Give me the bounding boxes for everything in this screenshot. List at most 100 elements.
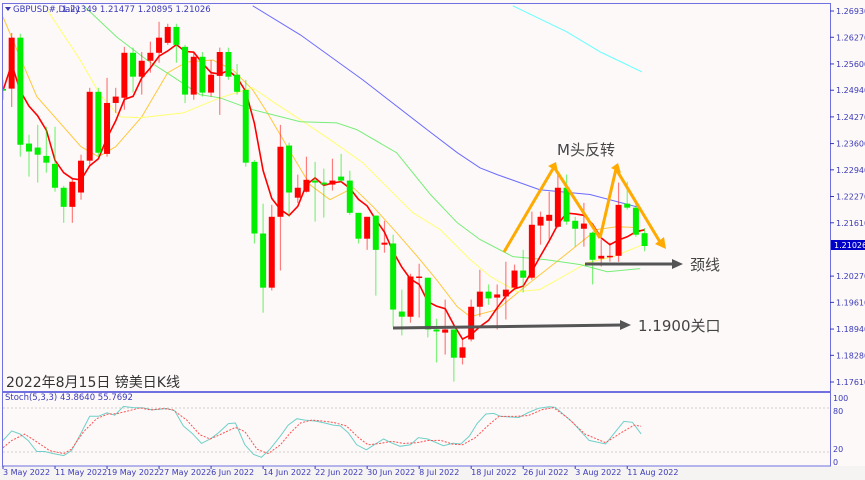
candle-body: [69, 181, 76, 207]
candle-body: [494, 294, 501, 298]
candle: [598, 239, 605, 267]
candle-body: [528, 224, 535, 278]
candle-body: [615, 204, 622, 256]
candle: [632, 202, 639, 237]
candle-body: [641, 233, 648, 247]
candle: [190, 52, 197, 100]
candle-body: [338, 176, 345, 181]
candle: [225, 47, 232, 80]
current-price-box: [831, 240, 865, 250]
candle-body: [476, 291, 483, 307]
candle: [52, 126, 59, 192]
candle: [138, 52, 145, 95]
candle: [268, 204, 275, 291]
date-tick-label: 18 Jul 2022: [471, 468, 516, 477]
candle: [381, 220, 388, 253]
price-tick-label: 1.24270: [836, 113, 865, 122]
candle: [242, 79, 249, 167]
candle-body: [485, 291, 492, 299]
candle-body: [511, 270, 518, 288]
price-tick-label: 1.22270: [836, 193, 865, 202]
candle: [130, 47, 137, 93]
stoch-lines: [2, 405, 642, 458]
candle: [364, 216, 371, 250]
candle-body: [381, 242, 388, 245]
candle: [104, 77, 111, 157]
candle: [589, 231, 596, 285]
candle: [563, 174, 570, 225]
candle: [606, 242, 613, 262]
candle: [303, 156, 310, 193]
level-label: 1.1900关口: [638, 317, 721, 335]
candle: [338, 153, 345, 183]
candle: [511, 264, 518, 290]
candle-body: [3, 89, 6, 91]
pattern-label: M头反转: [557, 141, 615, 159]
candle-body: [424, 277, 431, 330]
date-tick-label: 22 Jun 2022: [315, 468, 363, 477]
candle-body: [312, 180, 319, 183]
candle-body: [43, 155, 50, 163]
candle-body: [502, 289, 509, 297]
candle-body: [598, 255, 605, 259]
date-tick-label: 11 Aug 2022: [627, 468, 678, 477]
date-tick-label: 26 Jul 2022: [523, 468, 568, 477]
chart-caption: 2022年8月15日 镑美日K线: [6, 375, 180, 391]
candle: [3, 79, 6, 100]
stoch-header: Stoch(5,3,3) 43.8640 55.7692: [5, 393, 133, 403]
candle-body: [138, 60, 145, 77]
moving-average-line: [512, 5, 643, 73]
candle: [641, 228, 648, 252]
candle-body: [95, 91, 102, 153]
candle: [251, 159, 258, 244]
neckline-arrowhead: [672, 259, 683, 269]
candle: [580, 202, 587, 247]
candle-body: [442, 329, 449, 333]
candle-body: [173, 26, 180, 45]
candle-body: [251, 161, 258, 234]
symbol-label: GBPUSD#,Daily: [13, 5, 80, 15]
date-tick-label: 3 Aug 2022: [575, 468, 621, 477]
candle-body: [52, 163, 59, 188]
price-tick-label: 1.26270: [836, 33, 865, 42]
candle-body: [554, 187, 561, 227]
price-tick-label: 1.23600: [836, 140, 865, 149]
candle-body: [216, 52, 223, 76]
candle: [86, 87, 93, 165]
date-tick-label: 6 Jun 2022: [211, 468, 254, 477]
candle: [8, 32, 15, 107]
price-tick-label: 1.17610: [836, 378, 865, 387]
candle: [468, 299, 475, 342]
stoch-axis: 100 80 20 0: [833, 394, 848, 467]
stoch-tick-label: 80: [833, 407, 843, 416]
candle-body: [86, 91, 93, 161]
price-panel: [3, 4, 648, 382]
candle: [494, 284, 501, 330]
candle-body: [268, 216, 275, 288]
candle-body: [580, 223, 587, 229]
candle-body: [355, 212, 362, 239]
candle-body: [546, 214, 553, 221]
candle-body: [121, 52, 128, 98]
candle: [112, 87, 119, 113]
candle-body: [26, 143, 33, 152]
candle: [78, 154, 85, 200]
candle: [260, 203, 267, 313]
candle-body: [364, 216, 371, 239]
moving-average-line: [3, 16, 637, 318]
candle: [216, 47, 223, 115]
price-tick-label: 1.21610: [836, 219, 865, 228]
moving-average-line: [46, 9, 643, 293]
candle-body: [147, 52, 154, 61]
collapse-triangle-icon[interactable]: [5, 7, 11, 11]
date-tick-label: 27 May 2022: [159, 468, 211, 477]
date-tick-label: 3 May 2022: [3, 468, 50, 477]
moving-average-line: [82, 4, 641, 273]
candle-body: [624, 203, 631, 208]
candle-body: [164, 26, 171, 43]
candle: [34, 124, 41, 183]
price-tick-label: 1.22940: [836, 166, 865, 175]
candle: [502, 261, 509, 320]
